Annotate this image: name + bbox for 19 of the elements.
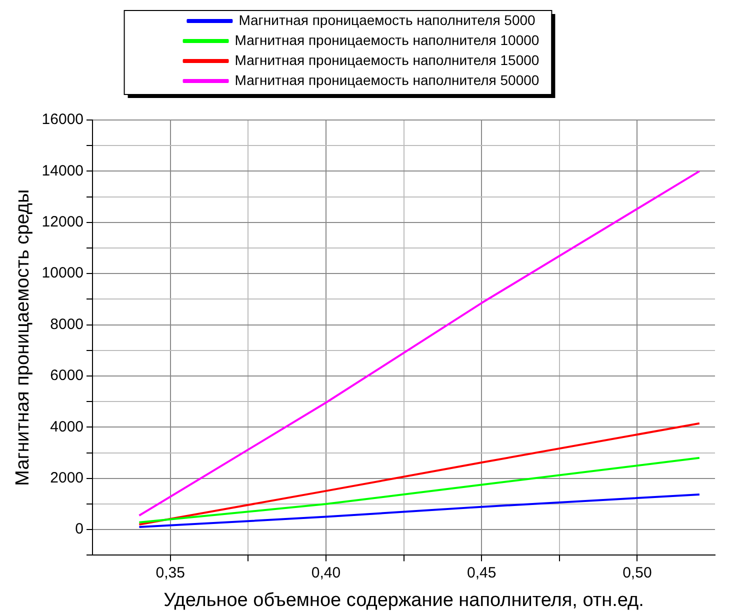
legend-label: Магнитная проницаемость наполнителя 15000 <box>234 52 540 68</box>
y-tick-label: 12000 <box>42 214 84 231</box>
x-tick-label: 0,40 <box>311 564 341 582</box>
x-tick-label: 0,50 <box>622 564 652 582</box>
y-tick-label: 2000 <box>50 470 84 487</box>
y-tick-label: 8000 <box>50 316 84 333</box>
x-tick-label: 0,45 <box>466 564 496 582</box>
legend-label: Магнитная проницаемость наполнителя 50000 <box>234 72 540 88</box>
y-tick-label: 4000 <box>50 418 84 436</box>
legend-label: Магнитная проницаемость наполнителя 5000 <box>238 12 536 28</box>
y-axis-title: Магнитная проницаемость среды <box>12 189 34 486</box>
x-tick-label: 0,35 <box>156 564 185 582</box>
x-axis-title: Удельное объемное содержание наполнителя, отн.ед. <box>164 590 644 611</box>
y-tick-label: 10000 <box>42 264 84 282</box>
legend-label: Магнитная проницаемость наполнителя 10000 <box>234 32 540 48</box>
y-tick-label: 0 <box>75 520 84 538</box>
y-tick-label: 16000 <box>42 111 84 128</box>
y-tick-label: 14000 <box>42 162 84 180</box>
y-tick-label: 6000 <box>50 367 84 384</box>
